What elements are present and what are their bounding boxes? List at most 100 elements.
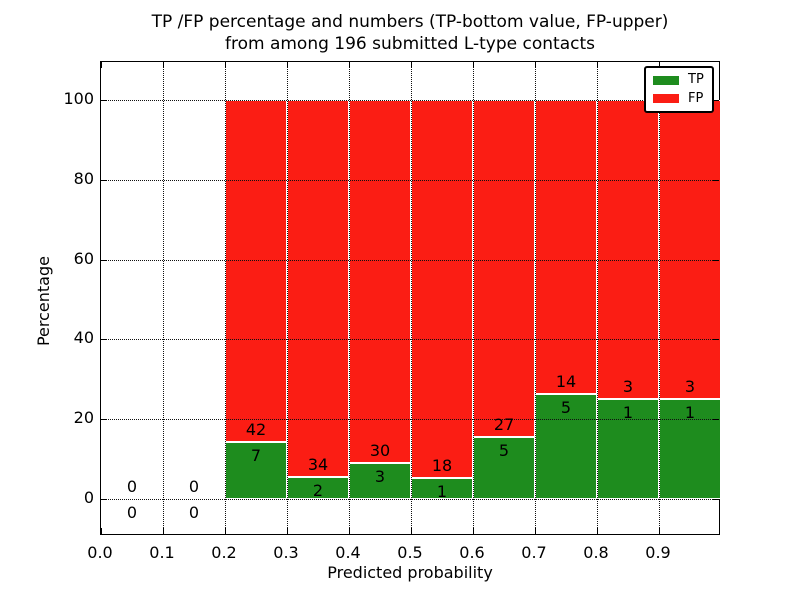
legend-label-tp: TP — [688, 72, 704, 88]
tp-count-label: 2 — [312, 480, 324, 500]
bar-segment-tp — [597, 399, 659, 499]
x-tick-label: 0.0 — [87, 543, 113, 562]
tick-mark-top — [535, 62, 536, 68]
tick-mark-left — [101, 419, 107, 421]
tp-count-label: 1 — [622, 403, 634, 423]
tick-mark-right — [713, 179, 719, 181]
y-tick-label: 100 — [63, 89, 94, 108]
y-axis-label: Percentage — [34, 256, 53, 347]
tp-count-label: 5 — [560, 397, 572, 417]
gridline-horizontal — [101, 100, 719, 101]
chart-title-line1: TP /FP percentage and numbers (TP-bottom… — [151, 12, 669, 32]
bar-segment-fp — [411, 100, 473, 478]
gridline-vertical — [225, 62, 226, 534]
tick-mark-bottom — [473, 528, 474, 534]
tick-mark-left — [101, 100, 107, 101]
y-tick-label: 80 — [73, 168, 94, 188]
fp-count-label: 0 — [126, 477, 138, 496]
tick-mark-top — [659, 62, 660, 68]
legend-entry-fp: FP — [653, 90, 705, 106]
fp-count-label: 14 — [555, 371, 577, 391]
tick-mark-top — [101, 62, 102, 68]
tick-mark-bottom — [535, 528, 536, 534]
tick-mark-bottom — [349, 528, 350, 534]
fp-count-label: 3 — [622, 377, 634, 397]
x-axis-label: Predicted probability — [327, 563, 493, 582]
x-tick-label: 0.6 — [459, 543, 485, 562]
tp-count-label: 0 — [188, 503, 200, 522]
tick-mark-right — [713, 499, 719, 500]
gridline-vertical — [473, 62, 474, 534]
fp-count-label: 3 — [684, 377, 696, 397]
tick-mark-top — [287, 62, 288, 68]
gridline-vertical — [287, 62, 288, 534]
bar-segment-fp — [349, 100, 411, 463]
gridline-vertical — [349, 62, 350, 534]
tick-mark-bottom — [597, 528, 598, 534]
tick-mark-top — [225, 62, 226, 68]
fp-count-label: 18 — [431, 456, 453, 475]
gridline-vertical — [597, 62, 598, 534]
tp-count-label: 5 — [498, 440, 510, 460]
tp-count-label: 0 — [126, 503, 138, 522]
tick-mark-right — [713, 419, 719, 421]
tick-mark-top — [473, 62, 474, 68]
x-tick-label: 0.7 — [521, 543, 547, 562]
fp-count-label: 30 — [369, 440, 391, 460]
gridline-vertical — [411, 62, 412, 534]
bar-segment-fp — [659, 100, 721, 400]
x-tick-label: 0.2 — [211, 543, 237, 562]
y-tick-label: 0 — [83, 488, 94, 507]
tick-mark-bottom — [659, 528, 660, 534]
gridline-vertical — [659, 62, 660, 534]
fp-count-label: 0 — [188, 477, 200, 496]
tp-count-label: 3 — [374, 466, 386, 486]
y-tick-label: 60 — [73, 248, 94, 268]
legend-entry-tp: TP — [653, 73, 705, 87]
legend-label-fp: FP — [688, 90, 704, 106]
chart-title-line2: from among 196 submitted L-type contacts — [224, 34, 595, 54]
tp-count-label: 7 — [250, 445, 262, 465]
tick-mark-top — [349, 62, 350, 68]
gridline-horizontal — [101, 259, 719, 261]
tick-mark-bottom — [101, 528, 102, 534]
tp-count-label: 1 — [684, 403, 696, 423]
tick-mark-bottom — [163, 528, 164, 534]
x-tick-label: 0.1 — [149, 543, 175, 562]
fp-count-label: 42 — [245, 419, 267, 439]
tick-mark-right — [713, 339, 719, 341]
fp-count-label: 34 — [307, 454, 329, 474]
x-tick-label: 0.5 — [397, 543, 423, 562]
fp-count-label: 27 — [493, 414, 515, 434]
tick-mark-top — [163, 62, 164, 68]
plot-area: 0 0 0 0 42 7 34 2 30 3 18 1 27 5 14 5 3 1 3 1 — [100, 61, 721, 535]
gridline-horizontal — [101, 499, 719, 500]
bar-segment-tp — [659, 399, 721, 499]
tick-mark-left — [101, 259, 107, 261]
tick-mark-right — [713, 100, 719, 101]
bar-segment-tp — [473, 436, 535, 499]
bar-segment-fp — [287, 100, 349, 477]
tp-count-label: 1 — [436, 482, 448, 501]
tick-mark-right — [713, 259, 719, 261]
tick-mark-top — [597, 62, 598, 68]
tick-mark-left — [101, 499, 107, 500]
gridline-horizontal — [101, 179, 719, 181]
bar-segment-fp — [473, 100, 535, 437]
bar-segment-tp — [349, 462, 411, 499]
x-tick-label: 0.3 — [273, 543, 299, 562]
y-tick-label: 20 — [73, 408, 94, 428]
tick-mark-bottom — [225, 528, 226, 534]
bar-segment-tp — [225, 441, 287, 499]
bar-segment-fp — [535, 100, 597, 394]
tick-mark-left — [101, 339, 107, 341]
tick-mark-left — [101, 179, 107, 181]
tp-color-swatch — [653, 75, 679, 85]
legend: TP FP — [644, 66, 714, 113]
x-tick-label: 0.4 — [335, 543, 361, 562]
gridline-vertical — [163, 62, 164, 534]
x-tick-label: 0.8 — [583, 543, 609, 562]
bar-segment-fp — [597, 100, 659, 400]
fp-color-swatch — [653, 94, 679, 104]
